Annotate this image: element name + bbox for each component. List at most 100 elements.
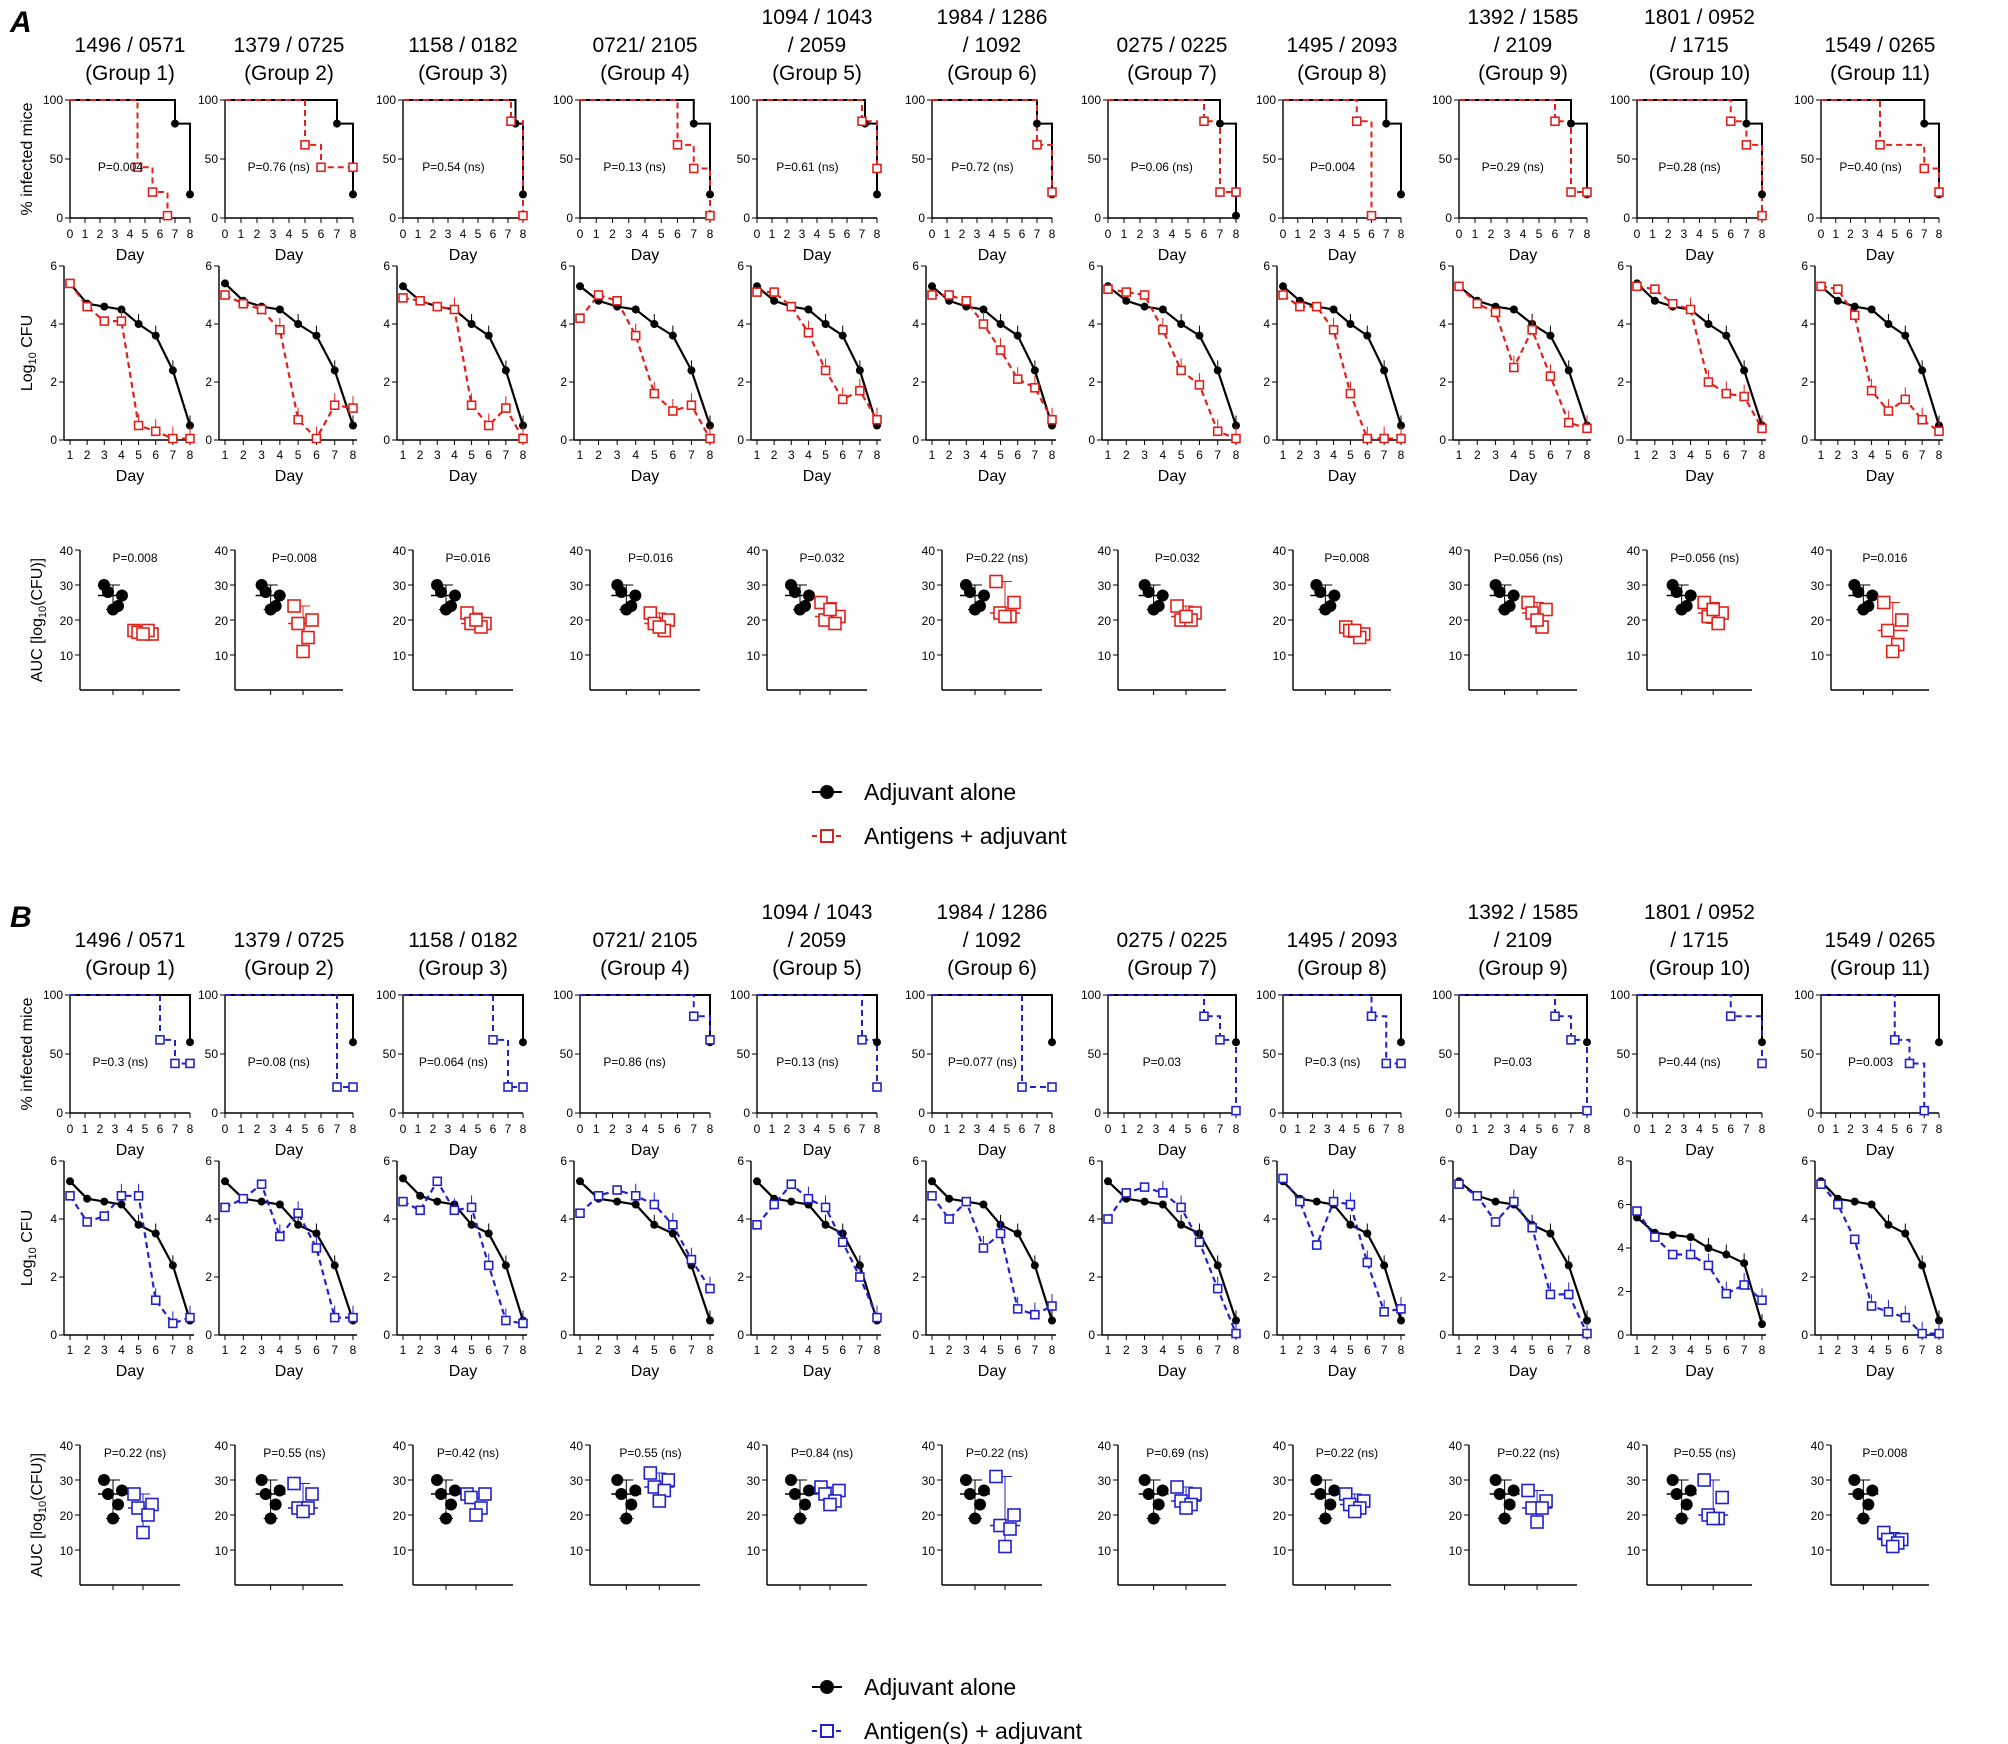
treated-cfu-point	[1231, 1328, 1241, 1339]
x-tick-label: 1	[593, 1122, 600, 1136]
treated-cfu-point	[995, 1228, 1006, 1239]
control-cfu-point	[1380, 366, 1389, 375]
x-tick-label: 2	[254, 1122, 261, 1136]
treated-survival-line	[70, 99, 169, 216]
y-tick-label: 0	[566, 1106, 573, 1120]
treated-cfu-point	[1721, 1288, 1732, 1299]
group-header-line: (Group 10)	[1649, 62, 1751, 85]
y-tick-label: 0	[205, 433, 212, 447]
group-header-line: 1379 / 0725	[234, 929, 345, 952]
control-point	[107, 603, 119, 616]
treated-point	[1347, 623, 1362, 638]
treated-cfu-line	[224, 1182, 353, 1319]
y-tick-label: 0	[1263, 433, 1270, 447]
x-axis-label: Day	[449, 247, 477, 264]
control-survival-point	[171, 119, 179, 128]
control-survival-point	[1742, 119, 1751, 128]
x-tick-label: 5	[1347, 1343, 1354, 1357]
treated-survival-point	[506, 116, 516, 127]
control-cfu-point	[928, 1177, 936, 1186]
x-tick-label: 8	[1759, 448, 1766, 462]
treated-cfu-point	[432, 1176, 443, 1187]
x-tick-label: 8	[1584, 448, 1591, 462]
y-tick-label: 40	[570, 544, 584, 558]
control-cfu-point	[151, 1229, 160, 1238]
treated-cfu-point	[348, 403, 358, 413]
y-tick-label: 6	[1439, 259, 1446, 273]
control-cfu-point	[650, 320, 659, 328]
y-tick-label: 10	[60, 649, 74, 663]
y-tick-label: 50	[1439, 1047, 1453, 1061]
control-survival-point	[1382, 119, 1391, 128]
control-point	[1848, 1474, 1861, 1486]
x-tick-label: 5	[822, 1343, 829, 1357]
treated-cfu-point	[769, 1199, 779, 1210]
x-tick-label: 6	[152, 448, 159, 462]
survival-p-value: P=0.13 (ns)	[603, 160, 665, 174]
treated-survival-point	[147, 187, 158, 197]
x-tick-label: 2	[84, 1343, 91, 1357]
control-point	[1142, 586, 1155, 598]
x-tick-label: 1	[754, 448, 761, 462]
x-tick-label: 3	[1141, 448, 1148, 462]
treated-survival-point	[1032, 140, 1042, 150]
treated-cfu-point	[1582, 423, 1592, 434]
x-tick-label: 5	[997, 448, 1004, 462]
group-header-line: (Group 4)	[600, 62, 690, 85]
control-cfu-point	[1884, 1220, 1893, 1229]
group-header-line: (Group 3)	[418, 957, 508, 980]
control-cfu-point	[484, 331, 493, 340]
control-survival-point	[349, 190, 357, 199]
survival-p-value: P=0.077 (ns)	[948, 1055, 1017, 1069]
x-tick-label: 7	[1921, 1122, 1928, 1136]
control-point	[1314, 586, 1327, 598]
y-tick-label: 20	[1449, 1509, 1463, 1523]
treated-cfu-point	[1396, 1304, 1406, 1314]
treated-survival-line	[1637, 994, 1763, 1064]
x-tick-label: 3	[1504, 1122, 1511, 1136]
x-tick-label: 8	[187, 448, 194, 462]
x-tick-label: 7	[857, 1343, 864, 1357]
x-tick-label: 8	[187, 1343, 194, 1357]
y-tick-label: 6	[383, 1154, 390, 1168]
legend-treated-label: Antigens + adjuvant	[864, 823, 1067, 849]
treated-cfu-point	[1632, 1206, 1642, 1216]
control-survival-point	[1583, 1038, 1591, 1047]
treated-point	[1880, 623, 1895, 638]
control-cfu-point	[501, 366, 510, 375]
y-tick-label: 0	[1445, 1106, 1452, 1120]
treated-cfu-point	[116, 1191, 127, 1201]
treated-point	[131, 1501, 145, 1515]
x-tick-label: 3	[1492, 448, 1499, 462]
control-cfu-point	[312, 1229, 321, 1238]
y-tick-label: 50	[205, 152, 219, 166]
y-tick-label: 50	[912, 1047, 926, 1061]
control-cfu-point	[168, 1261, 177, 1270]
x-tick-label: 7	[1032, 1343, 1039, 1357]
x-tick-label: 3	[434, 1343, 441, 1357]
x-tick-label: 7	[1741, 448, 1748, 462]
x-tick-label: 6	[1019, 1122, 1026, 1136]
treated-cfu-point	[1472, 298, 1483, 309]
treated-survival-point	[857, 1035, 867, 1045]
control-point	[1319, 603, 1332, 616]
treated-survival-point	[857, 116, 867, 127]
x-tick-label: 8	[874, 448, 881, 462]
treated-cfu-point	[1934, 426, 1944, 437]
y-tick-label: 20	[60, 614, 74, 628]
x-tick-label: 0	[1634, 1122, 1641, 1136]
control-survival-line	[1821, 994, 1940, 1043]
y-tick-label: 4	[560, 317, 567, 331]
treated-survival-line	[1459, 994, 1588, 1111]
x-tick-label: 7	[690, 227, 697, 241]
treated-cfu-point	[1012, 1304, 1023, 1314]
y-tick-label: 100	[1794, 988, 1814, 1002]
y-tick-label: 0	[50, 433, 57, 447]
treated-cfu-point	[803, 1193, 814, 1204]
x-tick-label: 2	[1488, 227, 1495, 241]
x-tick-label: 5	[135, 448, 142, 462]
